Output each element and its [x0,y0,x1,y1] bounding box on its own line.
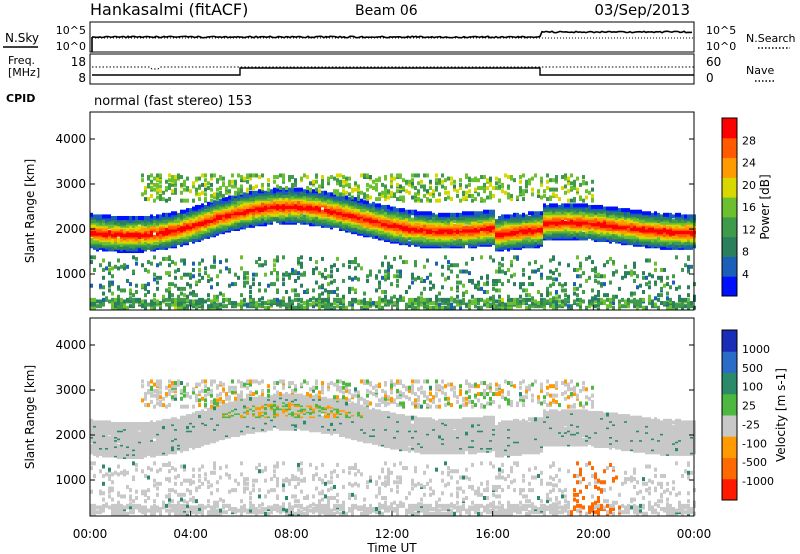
y-tick-label: 2000 [55,428,86,442]
date-label: 03/Sep/2013 [594,1,690,19]
nave-trace [92,66,694,70]
colorbar-swatch [722,415,737,437]
colorbar-swatch [722,478,737,501]
beam-label: Beam 06 [355,3,418,19]
colorbar-swatch [722,177,737,198]
y-tick-label: 3000 [55,177,86,191]
colorbar-tick-label: -25 [742,418,760,431]
nave-tick-bottom: 0 [706,71,714,85]
velocity-y-axis: 1000 2000 3000 4000 [55,338,694,487]
power-scatter [90,173,696,310]
colorbar-swatch [722,118,737,139]
freq-tick-top: 18 [71,55,86,69]
colorbar-swatch [722,256,737,277]
cpid-label: CPID [6,92,35,105]
colorbar-swatch [722,372,737,395]
colorbar-tick-label: 8 [742,246,749,259]
colorbar-tick-label: -1000 [742,475,774,488]
colorbar-swatch [722,457,737,480]
x-tick-label: 00:00 [677,527,712,541]
power-colorbar: 28 24 20 16 12 8 4 Power [dB] [721,117,772,297]
y-tick-label: 3000 [55,383,86,397]
nave-label: Nave [746,64,774,77]
nsearch-label: N.Search [746,32,796,45]
x-tick-label: 16:00 [475,527,510,541]
power-panel: Slant Range [km] 1000 2000 3000 4000 [23,111,696,311]
time-axis-label: Time UT [366,541,417,554]
nsky-label: N.Sky [5,31,39,45]
colorbar-tick-label: 1000 [742,343,770,356]
colorbar-tick-label: 28 [742,134,756,147]
colorbar-tick-label: 25 [742,400,756,413]
x-tick-label: 00:00 [73,527,108,541]
x-tick-label: 12:00 [375,527,410,541]
nsky-panel: N.Sky 10^5 10^0 10^5 10^0 N.Search [3,21,796,53]
colorbar-tick-label: 20 [742,179,756,192]
cpid-value: normal (fast stereo) 153 [94,94,252,109]
velocity-colorbar-label: Velocity [m s-1] [774,368,788,462]
colorbar-swatch [722,351,737,373]
nsky-tick-bottom-right: 10^0 [706,40,736,53]
freq-trace [92,67,694,76]
x-tick-label: 20:00 [576,527,611,541]
colorbar-tick-label: 12 [742,223,756,236]
nsky-trace [91,30,693,52]
colorbar-swatch [722,157,737,178]
freq-label: Freq. [8,54,35,67]
colorbar-tick-label: 16 [742,201,756,214]
velocity-ylabel: Slant Range [km] [23,365,37,469]
nsky-tick-bottom-left: 10^0 [56,40,86,53]
y-tick-label: 4000 [55,132,86,146]
x-tick-label: 08:00 [274,527,309,541]
radar-title: Hankasalmi (fitACF) [90,0,248,19]
colorbar-swatch [722,216,737,238]
y-tick-label: 1000 [55,473,86,487]
colorbar-swatch [722,137,737,159]
y-tick-label: 1000 [55,267,86,281]
colorbar-tick-label: 100 [742,381,763,394]
colorbar-tick-label: 500 [742,362,763,375]
time-axis: 00:00 04:00 08:00 12:00 16:00 20:00 00:00 [73,305,712,541]
freq-tick-bottom: 8 [78,71,86,85]
colorbar-swatch [722,236,737,257]
nsky-tick-top-left: 10^5 [56,24,86,37]
colorbar-tick-label: 4 [742,268,749,281]
colorbar-swatch [722,393,737,416]
power-ylabel: Slant Range [km] [23,159,37,263]
colorbar-swatch [722,330,737,352]
colorbar-swatch [722,197,737,218]
colorbar-swatch [722,436,737,458]
freq-panel: Freq. [MHz] 18 8 60 0 Nave [8,53,775,85]
velocity-scatter [90,379,696,516]
y-tick-label: 2000 [55,222,86,236]
power-y-axis: 1000 2000 3000 4000 [55,132,694,281]
velocity-colorbar: 1000 500 100 25 -25 -100 -500 -1000 Velocity [m… [721,329,788,501]
y-tick-label: 4000 [55,338,86,352]
freq-unit-label: [MHz] [8,66,40,79]
nave-tick-top: 60 [706,55,721,69]
x-tick-label: 04:00 [173,527,208,541]
colorbar-tick-label: -100 [742,437,767,450]
power-colorbar-label: Power [dB] [758,174,772,239]
nsky-tick-top-right: 10^5 [706,24,736,37]
colorbar-tick-label: -500 [742,456,767,469]
colorbar-tick-label: 24 [742,157,756,170]
colorbar-swatch [722,276,737,297]
